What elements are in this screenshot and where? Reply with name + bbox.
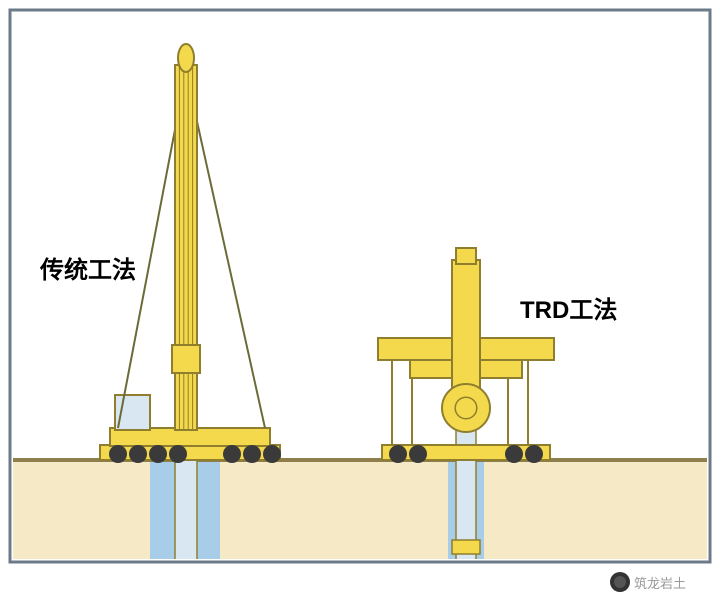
watermark-text: 筑龙岩土 (634, 573, 686, 592)
borehole (175, 460, 197, 560)
wheel (505, 445, 523, 463)
mast-tip (178, 44, 194, 72)
wheel (263, 445, 281, 463)
pivot-hub (442, 384, 490, 432)
cutter-tip (452, 540, 480, 554)
label-trd-method: TRD工法 (520, 290, 617, 325)
upright-cap (456, 248, 476, 264)
wheel (389, 445, 407, 463)
ground-fill (10, 460, 710, 562)
wheel (169, 445, 187, 463)
wheel (409, 445, 427, 463)
wheel (223, 445, 241, 463)
crawler-base (382, 445, 550, 460)
upright-mast (452, 260, 480, 390)
watermark: 筑龙岩土 (610, 572, 686, 592)
wechat-icon (610, 572, 630, 592)
wheel (149, 445, 167, 463)
wheel (109, 445, 127, 463)
wheel (129, 445, 147, 463)
wheel (243, 445, 261, 463)
label-traditional-method: 传统工法 (40, 250, 136, 285)
wheel (525, 445, 543, 463)
drill-mast (175, 65, 197, 430)
mast-collar (172, 345, 200, 373)
